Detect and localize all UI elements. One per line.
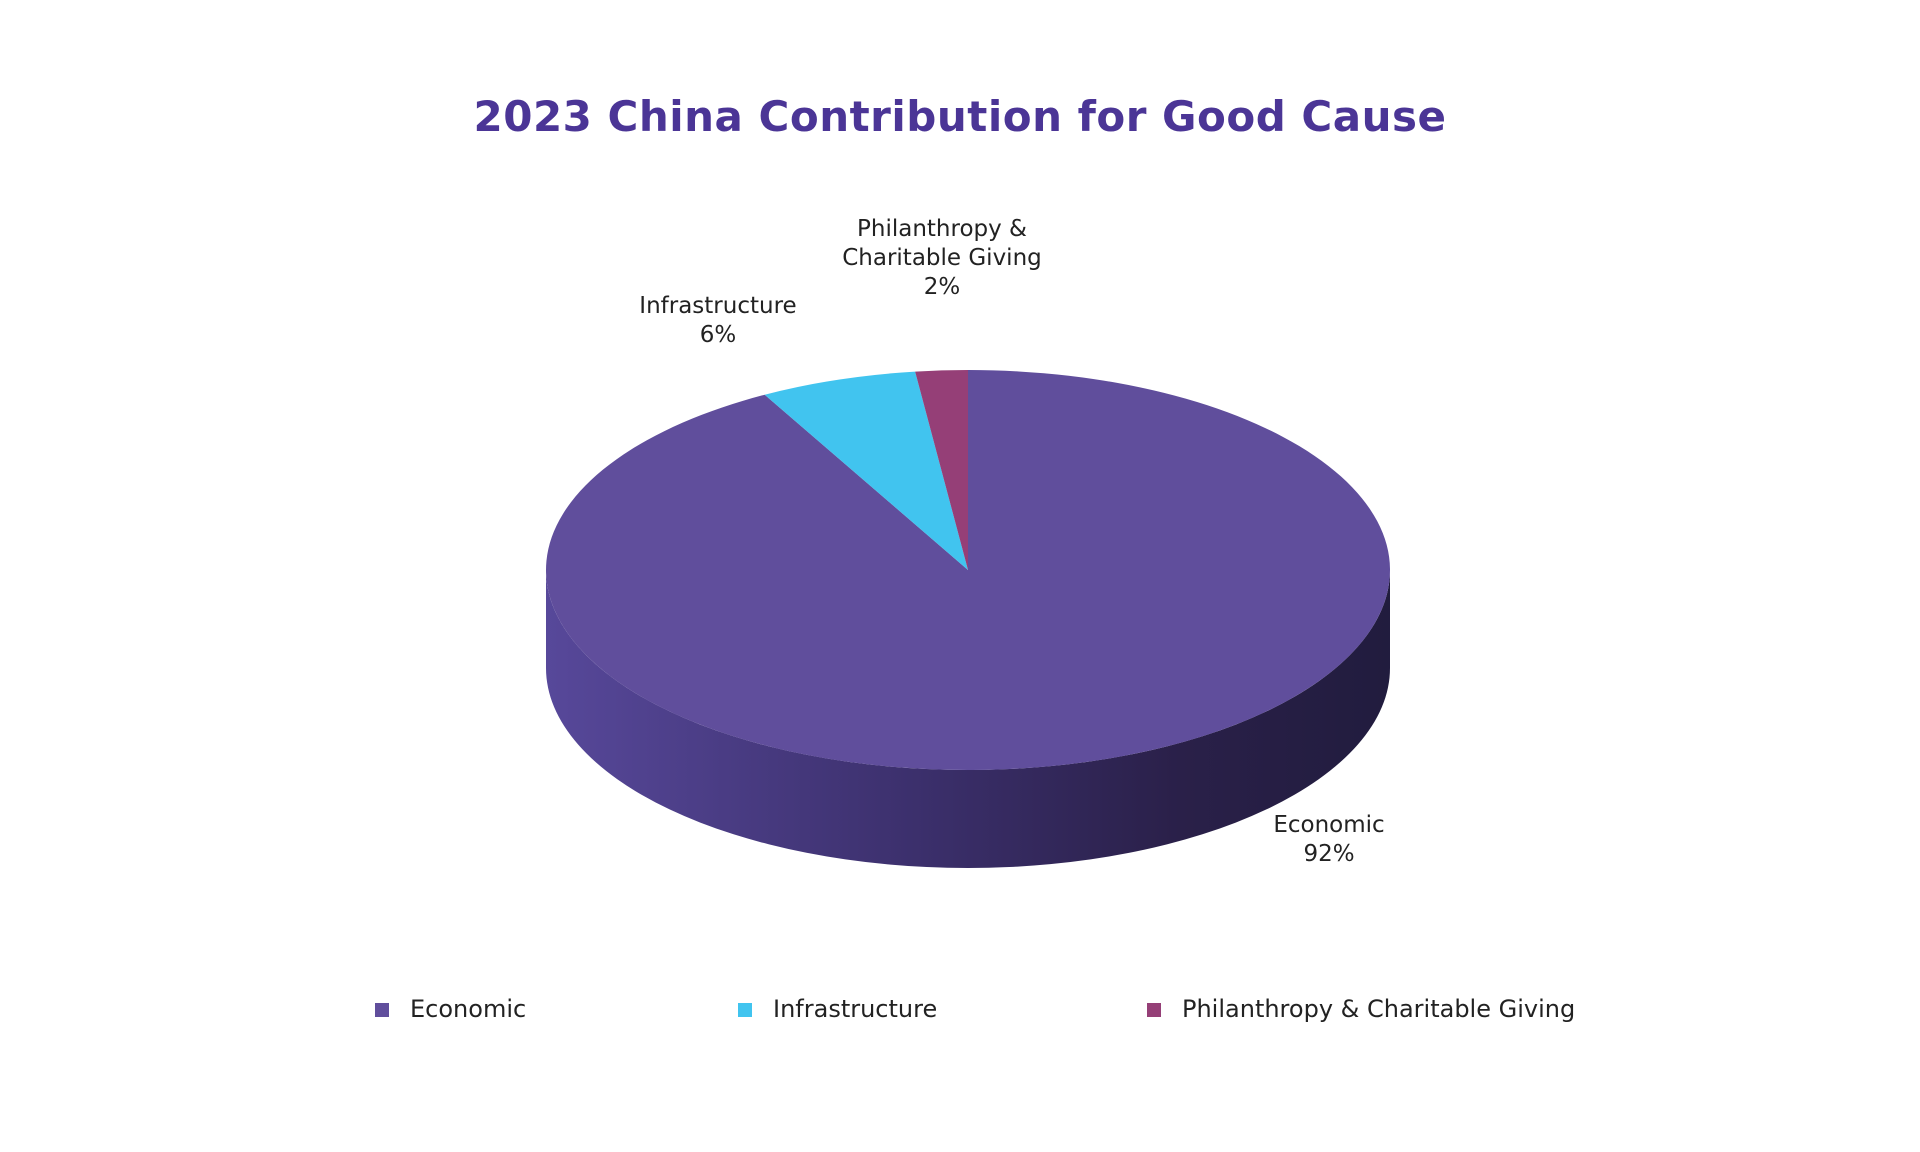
- legend: Economic Infrastructure Philanthropy & Cha…: [375, 995, 1575, 1023]
- pie-top: [546, 370, 1391, 771]
- data-label-line: Economic: [1273, 812, 1384, 838]
- data-label-0: Economic 92%: [1273, 812, 1384, 867]
- data-label-2: Philanthropy & Charitable Giving 2%: [842, 216, 1042, 300]
- legend-label: Philanthropy & Charitable Giving: [1182, 995, 1575, 1023]
- legend-item: Philanthropy & Charitable Giving: [1147, 995, 1575, 1023]
- chart-title: 2023 China Contribution for Good Cause: [473, 92, 1447, 141]
- pie-side-economic: [546, 570, 1390, 868]
- pie-slice-philanthropy-charitable-giving: [915, 370, 968, 570]
- data-labels: Economic 92% Infrastructure 6% Philanthropy …: [639, 216, 1384, 867]
- data-label-line: 92%: [1303, 841, 1354, 867]
- legend-swatch: [375, 1003, 389, 1017]
- pie-slice-economic: [546, 370, 1391, 771]
- pie-slice-infrastructure: [764, 371, 968, 570]
- legend-swatch: [738, 1003, 752, 1017]
- legend-item: Economic: [375, 995, 526, 1023]
- legend-label: Infrastructure: [773, 995, 937, 1023]
- data-label-1: Infrastructure 6%: [639, 293, 796, 348]
- data-label-line: Infrastructure: [639, 293, 796, 319]
- data-label-line: 6%: [700, 322, 737, 348]
- legend-label: Economic: [410, 995, 526, 1023]
- data-label-line: Philanthropy &: [857, 216, 1027, 242]
- legend-item: Infrastructure: [738, 995, 937, 1023]
- data-label-line: 2%: [924, 274, 961, 300]
- data-label-line: Charitable Giving: [842, 245, 1042, 271]
- legend-swatch: [1147, 1003, 1161, 1017]
- pie-side: [546, 570, 1390, 868]
